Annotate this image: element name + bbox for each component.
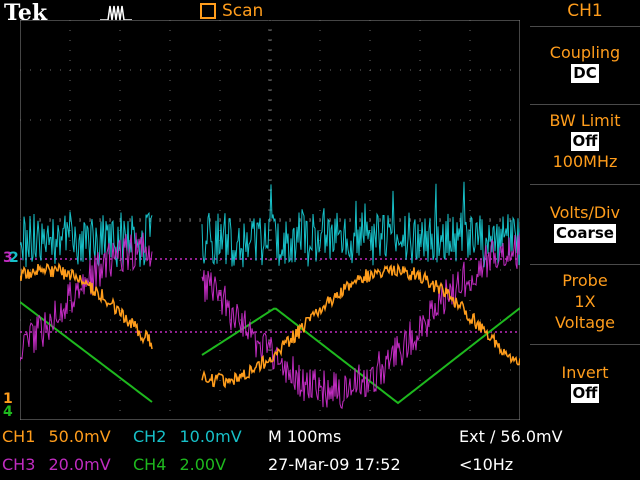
ch1-marker[interactable]: 1 bbox=[3, 391, 13, 407]
invert-value: Off bbox=[570, 384, 600, 403]
bw-limit-label: BW Limit bbox=[549, 111, 621, 130]
ch4-readout[interactable]: CH4 2.00V bbox=[133, 455, 226, 475]
waveform-traces bbox=[20, 181, 520, 410]
ch3-trace bbox=[20, 232, 153, 362]
ch3-readout[interactable]: CH3 20.0mV bbox=[2, 455, 111, 475]
waveform-display bbox=[20, 20, 520, 420]
ch1-readout[interactable]: CH1 50.0mV bbox=[2, 427, 111, 447]
acquisition-mode-label: Scan bbox=[222, 1, 264, 21]
ch2-trace bbox=[20, 211, 153, 268]
menu-divider bbox=[530, 344, 640, 345]
volts-div-value: Coarse bbox=[554, 224, 616, 243]
ch4-trace bbox=[201, 307, 520, 405]
coupling-value: DC bbox=[571, 64, 599, 83]
invert-label: Invert bbox=[561, 363, 609, 382]
trigger-frequency-readout: <10Hz bbox=[459, 455, 514, 474]
invert-option[interactable]: Invert Off bbox=[530, 362, 640, 403]
ch4-scale: 2.00V bbox=[179, 455, 227, 474]
bw-limit-option[interactable]: BW Limit Off 100MHz bbox=[530, 110, 640, 172]
ch2-name: CH2 bbox=[133, 427, 167, 446]
ch4-trace bbox=[20, 301, 153, 403]
ch2-readout[interactable]: CH2 10.0mV bbox=[133, 427, 242, 447]
probe-label: Probe bbox=[562, 271, 608, 290]
volts-div-option[interactable]: Volts/Div Coarse bbox=[530, 202, 640, 243]
ch1-trace bbox=[20, 262, 153, 350]
trigger-readout[interactable]: Ext ∕ 56.0mV bbox=[459, 427, 563, 446]
bw-limit-sub: 100MHz bbox=[552, 152, 618, 171]
side-menu: CH1 Coupling DC BW Limit Off 100MHz Volt… bbox=[530, 0, 640, 420]
menu-divider bbox=[530, 184, 640, 185]
menu-divider bbox=[530, 104, 640, 105]
ch3-name: CH3 bbox=[2, 455, 36, 474]
bw-limit-value: Off bbox=[570, 132, 600, 151]
coupling-label: Coupling bbox=[549, 43, 621, 62]
datetime-readout: 27-Mar-09 17:52 bbox=[268, 455, 401, 474]
volts-div-label: Volts/Div bbox=[549, 203, 621, 222]
ch2-trace bbox=[201, 181, 520, 268]
menu-title-label: CH1 bbox=[567, 1, 603, 21]
ch1-name: CH1 bbox=[2, 427, 36, 446]
menu-title: CH1 bbox=[530, 1, 640, 22]
ch4-name: CH4 bbox=[133, 455, 167, 474]
probe-option[interactable]: Probe 1X Voltage bbox=[530, 270, 640, 333]
ch3-trace bbox=[201, 232, 520, 410]
acquisition-mode: Scan bbox=[200, 1, 263, 21]
probe-attenuation: 1X bbox=[574, 292, 596, 311]
ch1-trace bbox=[201, 262, 520, 389]
menu-divider bbox=[530, 26, 640, 27]
coupling-option[interactable]: Coupling DC bbox=[530, 42, 640, 83]
run-state-icon bbox=[200, 3, 216, 19]
ch3-scale: 20.0mV bbox=[48, 455, 111, 474]
probe-type: Voltage bbox=[554, 313, 615, 332]
ch2-marker[interactable]: 2 bbox=[9, 250, 19, 266]
timebase-readout[interactable]: M 100ms bbox=[268, 427, 342, 446]
menu-divider bbox=[530, 264, 640, 265]
graticule-grid bbox=[20, 20, 520, 420]
ch1-scale: 50.0mV bbox=[48, 427, 111, 446]
ch4-marker[interactable]: 4 bbox=[3, 404, 13, 420]
ch2-scale: 10.0mV bbox=[179, 427, 242, 446]
ch3-marker[interactable]: 3 bbox=[3, 250, 13, 266]
